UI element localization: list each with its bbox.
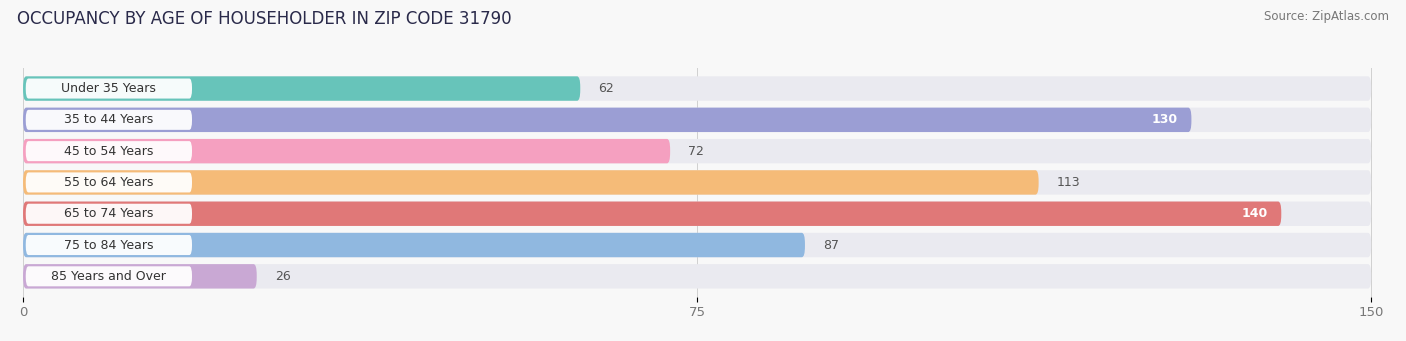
Text: 72: 72 (688, 145, 704, 158)
FancyBboxPatch shape (25, 266, 193, 286)
Text: 75 to 84 Years: 75 to 84 Years (65, 239, 153, 252)
FancyBboxPatch shape (22, 170, 1039, 195)
FancyBboxPatch shape (22, 76, 1371, 101)
FancyBboxPatch shape (22, 139, 1371, 163)
FancyBboxPatch shape (22, 170, 1371, 195)
Text: 113: 113 (1056, 176, 1080, 189)
FancyBboxPatch shape (22, 108, 1371, 132)
Text: 35 to 44 Years: 35 to 44 Years (65, 113, 153, 126)
FancyBboxPatch shape (25, 141, 193, 161)
Text: Under 35 Years: Under 35 Years (62, 82, 156, 95)
FancyBboxPatch shape (22, 233, 1371, 257)
Text: 45 to 54 Years: 45 to 54 Years (65, 145, 153, 158)
Text: OCCUPANCY BY AGE OF HOUSEHOLDER IN ZIP CODE 31790: OCCUPANCY BY AGE OF HOUSEHOLDER IN ZIP C… (17, 10, 512, 28)
FancyBboxPatch shape (22, 108, 1191, 132)
FancyBboxPatch shape (25, 110, 193, 130)
Text: 26: 26 (274, 270, 291, 283)
FancyBboxPatch shape (22, 202, 1281, 226)
Text: 87: 87 (823, 239, 839, 252)
FancyBboxPatch shape (25, 173, 193, 192)
Text: 140: 140 (1241, 207, 1268, 220)
Text: Source: ZipAtlas.com: Source: ZipAtlas.com (1264, 10, 1389, 23)
FancyBboxPatch shape (25, 78, 193, 99)
FancyBboxPatch shape (22, 264, 257, 288)
Text: 65 to 74 Years: 65 to 74 Years (65, 207, 153, 220)
FancyBboxPatch shape (25, 235, 193, 255)
FancyBboxPatch shape (25, 204, 193, 224)
Text: 55 to 64 Years: 55 to 64 Years (65, 176, 153, 189)
FancyBboxPatch shape (22, 202, 1371, 226)
FancyBboxPatch shape (22, 233, 806, 257)
Text: 85 Years and Over: 85 Years and Over (52, 270, 166, 283)
Text: 130: 130 (1152, 113, 1178, 126)
FancyBboxPatch shape (22, 139, 671, 163)
FancyBboxPatch shape (22, 264, 1371, 288)
FancyBboxPatch shape (22, 76, 581, 101)
Text: 62: 62 (598, 82, 614, 95)
